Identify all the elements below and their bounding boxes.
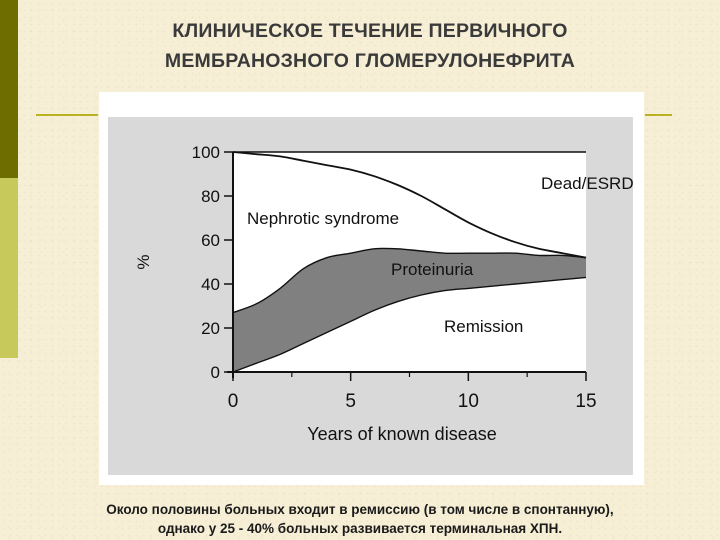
x-tick-label: 10 bbox=[458, 391, 479, 412]
area-nephrotic-syndrome bbox=[233, 152, 586, 313]
area-remission bbox=[233, 277, 586, 372]
x-tick-label: 0 bbox=[228, 391, 239, 412]
slide-caption: Около половины больных входит в ремиссию… bbox=[0, 500, 720, 538]
region-label-nephrotic-syndrome: Nephrotic syndrome bbox=[247, 209, 399, 228]
x-tick-label: 5 bbox=[345, 391, 356, 412]
title-rule-right bbox=[645, 114, 672, 116]
caption-line-2: однако у 25 - 40% больных развивается те… bbox=[157, 521, 563, 536]
y-tick-label: 20 bbox=[201, 319, 220, 338]
x-axis-label: Years of known disease bbox=[307, 424, 496, 444]
line-nephrotic-boundary bbox=[232, 151, 587, 259]
y-tick-label: 100 bbox=[192, 143, 220, 162]
sidebar-accent-dark bbox=[0, 0, 18, 178]
x-tick-label: 15 bbox=[575, 391, 596, 412]
area-dead-esrd bbox=[233, 152, 586, 258]
region-label-remission: Remission bbox=[444, 317, 523, 336]
y-tick-label: 60 bbox=[201, 231, 220, 250]
slide-title-line-2: МЕМБРАНОЗНОГО ГЛОМЕРУЛОНЕФРИТА bbox=[164, 50, 576, 72]
sidebar-accent-light bbox=[0, 178, 18, 358]
title-rule-left bbox=[36, 114, 98, 116]
area-proteinuria bbox=[233, 248, 586, 372]
region-label-proteinuria: Proteinuria bbox=[391, 260, 474, 279]
area-chart: 0 20 40 60 80 100 0 5 10 15 Years of known disease… bbox=[108, 117, 634, 475]
y-axis-label: % bbox=[134, 254, 153, 269]
slide-title-line-1: КЛИНИЧЕСКОЕ ТЕЧЕНИЕ ПЕРВИЧНОГО bbox=[172, 20, 568, 42]
chart-figure: 0 20 40 60 80 100 0 5 10 15 Years of known disease… bbox=[99, 92, 644, 485]
y-tick-label: 80 bbox=[201, 187, 220, 206]
y-tick-label: 0 bbox=[211, 363, 220, 382]
y-tick-label: 40 bbox=[201, 275, 220, 294]
region-label-dead-esrd: Dead/ESRD bbox=[541, 174, 634, 193]
slide-title: КЛИНИЧЕСКОЕ ТЕЧЕНИЕ ПЕРВИЧНОГО МЕМБРАНОЗ… bbox=[40, 16, 700, 76]
caption-line-1: Около половины больных входит в ремиссию… bbox=[106, 502, 614, 517]
line-remission-boundary bbox=[232, 276, 587, 373]
line-proteinuria-boundary bbox=[232, 247, 587, 314]
